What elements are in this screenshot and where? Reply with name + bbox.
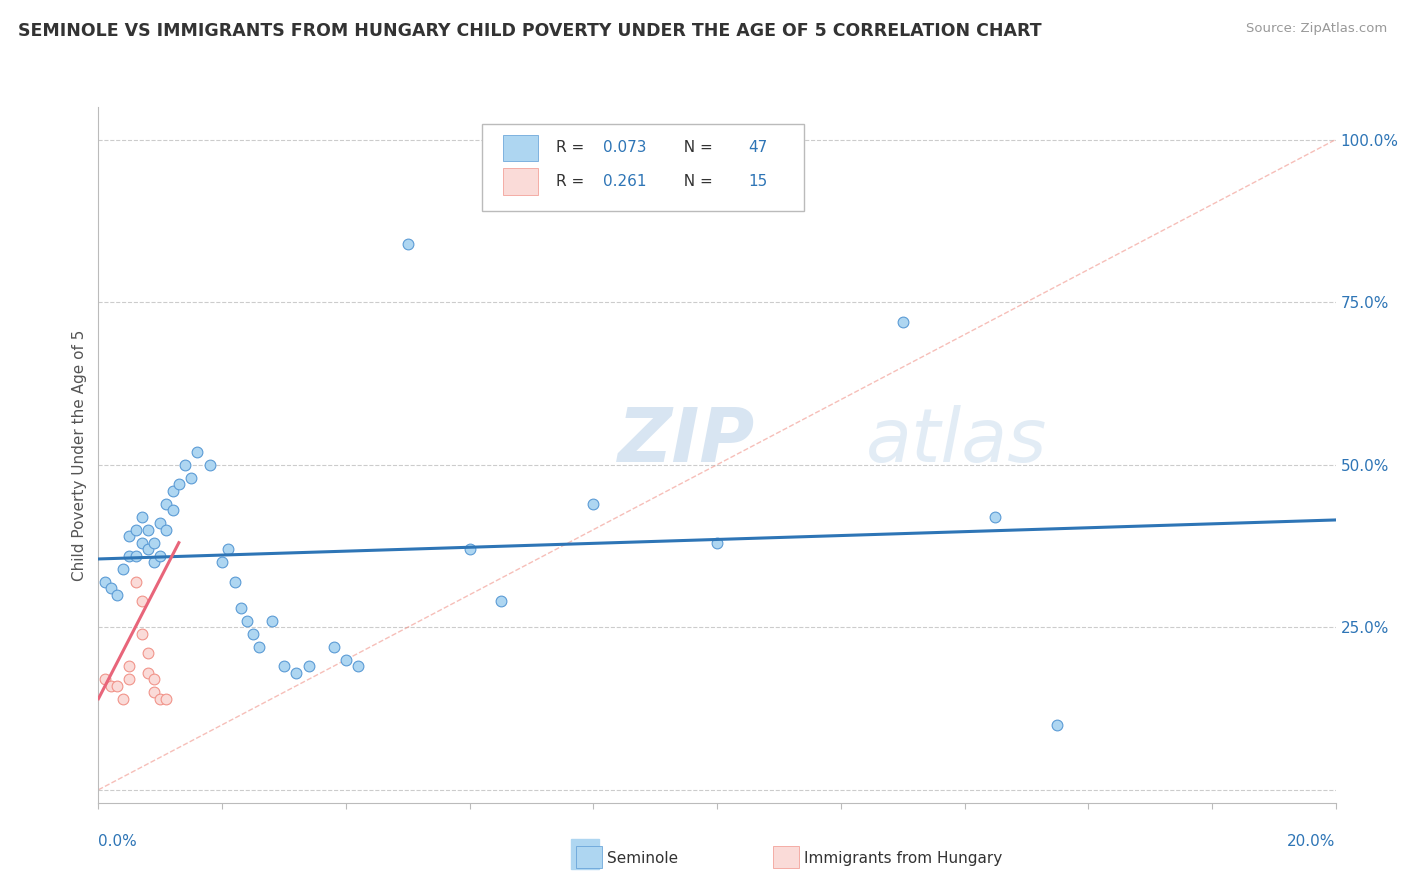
Point xyxy=(124,549,146,563)
Text: 0.261: 0.261 xyxy=(603,174,647,188)
Bar xyxy=(503,135,537,161)
Point xyxy=(124,574,146,589)
Point xyxy=(155,497,177,511)
Point xyxy=(489,594,512,608)
Text: 0.0%: 0.0% xyxy=(98,834,138,849)
Point xyxy=(118,549,141,563)
Text: atlas: atlas xyxy=(866,405,1047,477)
Point xyxy=(131,626,153,640)
Point xyxy=(124,523,146,537)
Point xyxy=(167,477,190,491)
Point xyxy=(100,581,122,595)
Point xyxy=(180,471,202,485)
Point xyxy=(335,653,357,667)
Y-axis label: Child Poverty Under the Age of 5: Child Poverty Under the Age of 5 xyxy=(72,329,87,581)
Text: 20.0%: 20.0% xyxy=(1288,834,1336,849)
Point xyxy=(162,483,184,498)
Text: Immigrants from Hungary: Immigrants from Hungary xyxy=(804,851,1002,865)
Text: R =: R = xyxy=(557,174,589,188)
Point xyxy=(247,640,270,654)
Point xyxy=(198,458,221,472)
Text: N =: N = xyxy=(673,174,717,188)
Point xyxy=(136,646,159,660)
Point xyxy=(396,236,419,251)
Point xyxy=(93,672,115,686)
Point xyxy=(891,315,914,329)
Point xyxy=(136,665,159,680)
Point xyxy=(105,588,128,602)
FancyBboxPatch shape xyxy=(482,124,804,211)
Point xyxy=(211,555,233,569)
Point xyxy=(155,523,177,537)
Text: 0.073: 0.073 xyxy=(603,140,647,155)
Bar xyxy=(503,169,537,194)
Point xyxy=(143,555,166,569)
Point xyxy=(186,444,208,458)
Point xyxy=(273,659,295,673)
Point xyxy=(706,535,728,549)
Point xyxy=(93,574,115,589)
Point xyxy=(322,640,344,654)
Point xyxy=(347,659,370,673)
Point xyxy=(984,509,1007,524)
Text: Seminole: Seminole xyxy=(607,851,679,865)
Point xyxy=(149,516,172,531)
Point xyxy=(1046,718,1069,732)
Point xyxy=(162,503,184,517)
Text: Source: ZipAtlas.com: Source: ZipAtlas.com xyxy=(1247,22,1388,36)
Point xyxy=(174,458,197,472)
Text: ZIP: ZIP xyxy=(619,404,755,477)
Point xyxy=(143,685,166,699)
Point xyxy=(100,679,122,693)
Point xyxy=(298,659,321,673)
Point xyxy=(143,672,166,686)
Point xyxy=(105,679,128,693)
Point xyxy=(582,497,605,511)
Point xyxy=(118,672,141,686)
Text: 47: 47 xyxy=(748,140,768,155)
Point xyxy=(149,549,172,563)
Point xyxy=(155,691,177,706)
Point xyxy=(285,665,308,680)
Point xyxy=(136,523,159,537)
Point xyxy=(112,562,135,576)
Text: SEMINOLE VS IMMIGRANTS FROM HUNGARY CHILD POVERTY UNDER THE AGE OF 5 CORRELATION: SEMINOLE VS IMMIGRANTS FROM HUNGARY CHIL… xyxy=(18,22,1042,40)
Point xyxy=(131,509,153,524)
Point xyxy=(224,574,246,589)
Point xyxy=(229,600,252,615)
Point xyxy=(260,614,283,628)
Point xyxy=(131,535,153,549)
Text: R =: R = xyxy=(557,140,589,155)
Point xyxy=(118,659,141,673)
Point xyxy=(118,529,141,543)
Point xyxy=(236,614,259,628)
Point xyxy=(458,542,481,557)
Point xyxy=(112,691,135,706)
Point xyxy=(217,542,239,557)
Text: 15: 15 xyxy=(748,174,768,188)
Point xyxy=(131,594,153,608)
Point xyxy=(143,535,166,549)
Point xyxy=(136,542,159,557)
Point xyxy=(149,691,172,706)
Point xyxy=(242,626,264,640)
Text: N =: N = xyxy=(673,140,717,155)
